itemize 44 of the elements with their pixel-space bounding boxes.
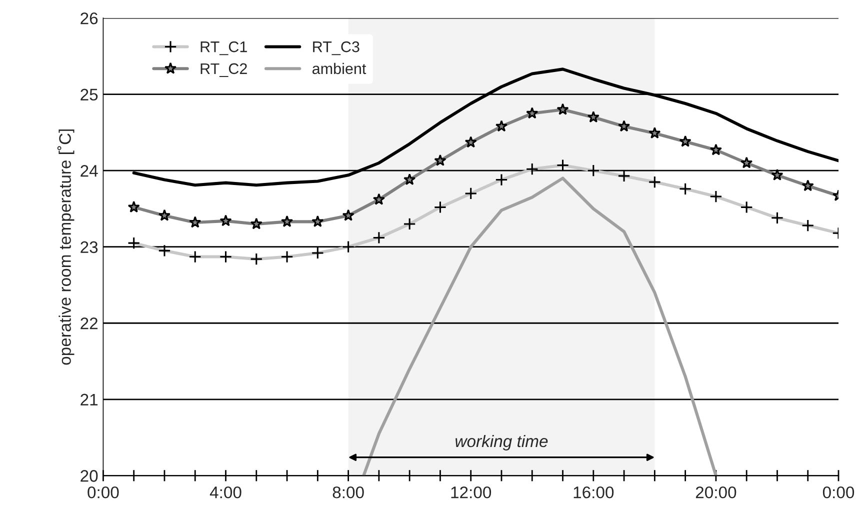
y-axis-title: operative room temperature [˚C] bbox=[57, 129, 74, 365]
point bbox=[710, 144, 722, 156]
y-tick-label: 26 bbox=[80, 12, 98, 24]
y-tick-label: 20 bbox=[80, 470, 98, 482]
point bbox=[158, 209, 171, 221]
point bbox=[220, 214, 232, 226]
point bbox=[312, 215, 324, 227]
x-tick-label: 16:00 bbox=[574, 486, 614, 498]
line-series bbox=[362, 176, 718, 476]
x-tick-label: 20:00 bbox=[696, 486, 736, 498]
point bbox=[404, 173, 416, 186]
y-tick-label: 21 bbox=[80, 394, 98, 406]
legend-label: RT_C3 bbox=[313, 41, 360, 56]
x-tick-label: 0:00 bbox=[822, 486, 854, 498]
x-tick-label: 8:00 bbox=[332, 486, 364, 498]
point bbox=[526, 107, 538, 119]
point bbox=[802, 180, 814, 192]
point bbox=[618, 120, 630, 132]
y-tick-label: 24 bbox=[80, 165, 98, 177]
point bbox=[556, 103, 569, 115]
y-tick-label: 25 bbox=[80, 88, 98, 101]
x-tick-label: 0:00 bbox=[88, 486, 119, 498]
point bbox=[434, 154, 446, 166]
point bbox=[679, 135, 692, 147]
legend-label: ambient bbox=[312, 62, 366, 74]
point bbox=[342, 209, 354, 221]
x-tick-label: 12:00 bbox=[451, 486, 492, 498]
point bbox=[372, 193, 385, 205]
point bbox=[128, 200, 140, 212]
point bbox=[280, 215, 294, 227]
point bbox=[648, 126, 661, 139]
band-label: working time bbox=[456, 434, 548, 450]
point bbox=[771, 168, 784, 180]
point bbox=[740, 156, 753, 168]
point bbox=[495, 120, 508, 132]
point bbox=[189, 216, 202, 228]
legend-label: RT_C1 bbox=[200, 41, 247, 56]
point bbox=[464, 136, 477, 148]
x-tick-label: 4:00 bbox=[210, 486, 242, 498]
point bbox=[587, 110, 600, 122]
legend-label: RT_C2 bbox=[200, 63, 247, 77]
point bbox=[250, 218, 262, 230]
y-tick-label: 22 bbox=[80, 318, 98, 330]
y-tick-label: 23 bbox=[80, 241, 98, 254]
